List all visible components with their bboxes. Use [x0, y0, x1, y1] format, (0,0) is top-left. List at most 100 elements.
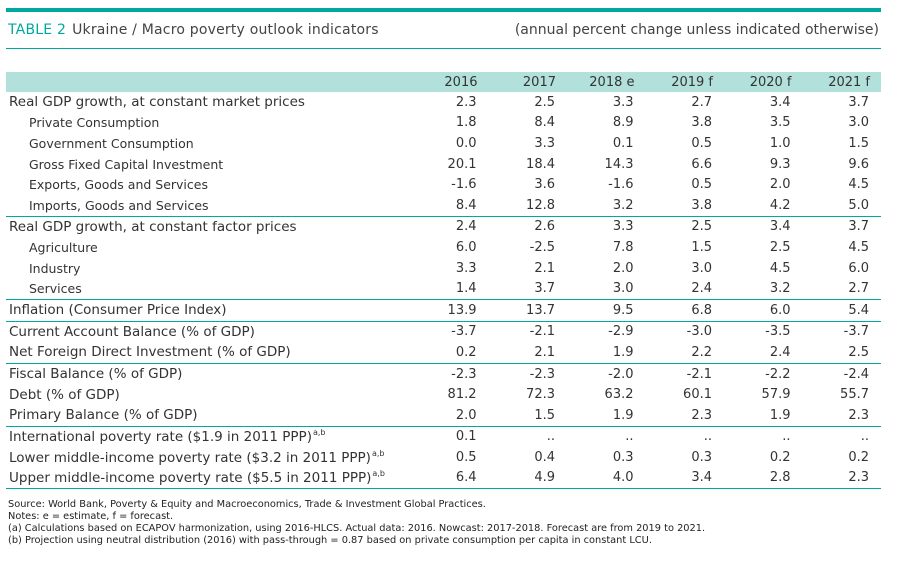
value-cell: 4.5 — [848, 177, 869, 193]
value-cell: 57.9 — [761, 387, 791, 403]
value-cell: 6.4 — [410, 467, 489, 490]
value-cell: -2.1 — [686, 366, 712, 382]
value-cell: 2.3 — [802, 467, 881, 490]
value-cell: 4.9 — [488, 467, 567, 490]
row-label: Upper middle-income poverty rate ($5.5 i… — [6, 467, 410, 490]
value-cell: 1.0 — [769, 135, 791, 151]
value-cell: 3.7 — [488, 278, 567, 300]
note-line: (b) Projection using neutral distributio… — [8, 535, 652, 546]
header-label-cell — [6, 72, 410, 92]
value-cell: 0.1 — [612, 135, 634, 151]
table-row: Upper middle-income poverty rate ($5.5 i… — [6, 467, 881, 490]
value-cell: 4.0 — [567, 467, 646, 490]
table-row: International poverty rate ($1.9 in 2011… — [6, 426, 881, 447]
value-cell: 6.0 — [848, 260, 869, 276]
value-cell: 8.9 — [612, 115, 634, 131]
value-cell: 8.4 — [410, 194, 489, 217]
value-cell: 1.9 — [724, 404, 803, 427]
row-label-text: Private Consumption — [29, 115, 160, 131]
value-cell: 0.5 — [691, 135, 712, 151]
value-cell: 1.4 — [410, 278, 489, 300]
value-cell: 3.0 — [567, 278, 646, 300]
footnote-marker: a,b — [312, 428, 326, 438]
value-cell: 2.0 — [769, 177, 791, 193]
value-cell: 3.5 — [769, 115, 791, 131]
value-cell: 2.6 — [534, 219, 555, 235]
value-cell: 2.4 — [455, 219, 477, 235]
row-label-text: Debt (% of GDP) — [9, 386, 120, 403]
value-cell: 4.5 — [769, 260, 791, 276]
value-cell: 2.1 — [534, 260, 555, 276]
value-cell: .. — [625, 429, 634, 445]
row-label: Fiscal Balance (% of GDP) — [6, 363, 410, 384]
value-cell: -2.4 — [843, 366, 869, 382]
footnote-marker: a,b — [372, 469, 385, 479]
value-cell: 0.4 — [534, 449, 555, 465]
value-cell: 3.7 — [848, 94, 869, 110]
row-label-text: Current Account Balance (% of GDP) — [9, 323, 255, 340]
note-line: Notes: e = estimate, f = forecast. — [8, 511, 174, 522]
value-cell: 2.5 — [802, 342, 881, 364]
value-cell: 3.2 — [567, 194, 646, 217]
value-cell: -2.2 — [765, 366, 791, 382]
table-row: Agriculture 6.0 -2.5 7.8 1.5 2.5 4.5 — [6, 237, 881, 258]
table-title-text: Ukraine / Macro poverty outlook indicato… — [72, 22, 379, 38]
row-label: Imports, Goods and Services — [6, 194, 410, 217]
value-cell: 2.1 — [488, 342, 567, 364]
table-row: Services 1.4 3.7 3.0 2.4 3.2 2.7 — [6, 278, 881, 300]
value-cell: 12.8 — [488, 194, 567, 217]
value-cell: 3.3 — [455, 260, 477, 276]
value-cell: 3.3 — [612, 94, 634, 110]
value-cell: -3.7 — [843, 324, 869, 340]
row-label: Industry — [6, 258, 410, 279]
value-cell: 7.8 — [612, 239, 634, 255]
value-cell: 6.6 — [691, 156, 712, 172]
value-cell: 2.4 — [724, 342, 803, 364]
table-notes: Source: World Bank, Poverty & Equity and… — [8, 499, 883, 547]
value-cell: 4.2 — [724, 194, 803, 217]
row-label: Agriculture — [6, 237, 410, 258]
table-row: Private Consumption 1.8 8.4 8.9 3.8 3.5 3.0 — [6, 113, 881, 134]
row-label-text: Exports, Goods and Services — [29, 177, 208, 193]
value-cell: 14.3 — [604, 156, 634, 172]
value-cell: 5.4 — [802, 299, 881, 322]
table-row: Government Consumption 0.0 3.3 0.1 0.5 1.0 1.5 — [6, 133, 881, 154]
value-cell: 3.7 — [848, 219, 869, 235]
value-cell: 3.3 — [534, 135, 555, 151]
row-label: Real GDP growth, at constant market pric… — [6, 92, 410, 113]
column-header: 2018 e — [567, 72, 646, 92]
value-cell: 3.4 — [769, 219, 791, 235]
row-label: Gross Fixed Capital Investment — [6, 154, 410, 175]
value-cell: 13.9 — [410, 299, 489, 322]
row-label-text: International poverty rate ($1.9 in 2011… — [9, 429, 312, 446]
value-cell: 3.4 — [645, 467, 724, 490]
column-header: 2016 — [410, 72, 489, 92]
value-cell: 81.2 — [447, 387, 477, 403]
value-cell: 0.3 — [612, 449, 634, 465]
table-row: Lower middle-income poverty rate ($3.2 i… — [6, 447, 881, 468]
value-cell: 0.2 — [769, 449, 791, 465]
value-cell: 1.5 — [848, 135, 869, 151]
value-cell: 2.3 — [455, 94, 477, 110]
value-cell: -3.0 — [686, 324, 712, 340]
value-cell: 9.3 — [769, 156, 791, 172]
value-cell: 63.2 — [604, 387, 634, 403]
value-cell: 6.8 — [645, 299, 724, 322]
value-cell: 3.8 — [691, 115, 712, 131]
value-cell: -2.3 — [529, 366, 555, 382]
value-cell: .. — [703, 429, 712, 445]
value-cell: 0.5 — [455, 449, 477, 465]
value-cell: -2.3 — [451, 366, 477, 382]
value-cell: 3.6 — [534, 177, 555, 193]
column-header: 2021 f — [802, 72, 881, 92]
table-row: Primary Balance (% of GDP) 2.0 1.5 1.9 2.3 1.… — [6, 404, 881, 427]
table-row: Imports, Goods and Services 8.4 12.8 3.2 3.8… — [6, 194, 881, 217]
value-cell: 2.5 — [534, 94, 555, 110]
value-cell: 55.7 — [840, 387, 869, 403]
table-row: Net Foreign Direct Investment (% of GDP)… — [6, 342, 881, 364]
value-cell: 5.0 — [802, 194, 881, 217]
table-row: Debt (% of GDP) 81.2 72.3 63.2 60.1 57.9 55.7 — [6, 384, 881, 405]
column-header: 2017 — [488, 72, 567, 92]
row-label-text: Real GDP growth, at constant factor pric… — [9, 218, 297, 235]
table-row: Gross Fixed Capital Investment 20.1 18.4 14… — [6, 154, 881, 175]
